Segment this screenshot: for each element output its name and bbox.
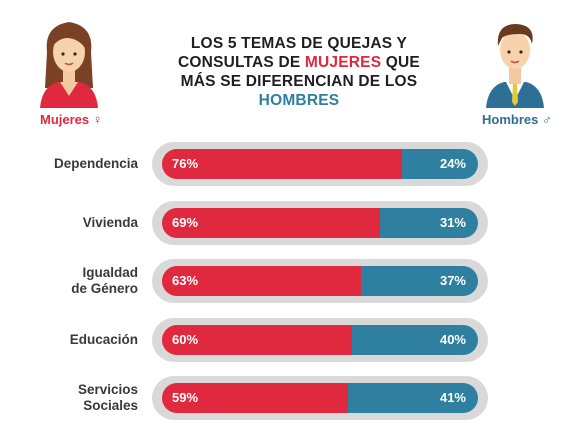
title-line-4: HOMBRES: [258, 92, 340, 109]
men-bar-segment: 37%: [361, 266, 478, 296]
men-value-label: 41%: [439, 390, 466, 405]
title-highlight-women: MUJERES: [304, 54, 382, 71]
category-label-line: Vivienda: [82, 214, 138, 230]
category-label: Servicios Sociales: [40, 382, 138, 414]
men-value-label: 37%: [439, 273, 466, 288]
title-line-2-post: QUE: [381, 54, 420, 71]
stacked-bar: 69% 31%: [162, 207, 478, 238]
category-label-line: Dependencia: [53, 156, 138, 171]
women-value-label: 63%: [172, 273, 199, 288]
stacked-bar: 60% 40%: [162, 324, 478, 355]
category-label-line: Igualdad: [82, 265, 138, 280]
title-line-2-pre: CONSULTAS DE: [178, 54, 305, 71]
category-label-line: de Género: [71, 281, 138, 296]
women-legend: Mujeres ♀: [40, 112, 103, 127]
women-bar-segment: 60%: [162, 324, 352, 355]
woman-avatar-icon: [40, 22, 98, 108]
stacked-bar: 59% 41%: [162, 383, 478, 413]
category-label: Educación: [40, 332, 138, 348]
men-legend: Hombres ♂: [482, 112, 552, 127]
women-bar-segment: 76%: [162, 149, 403, 179]
title-line-2: CONSULTAS DE MUJERES QUE: [170, 53, 428, 72]
title-line-1: LOS 5 TEMAS DE QUEJAS Y: [190, 35, 408, 52]
female-symbol-icon: ♀: [92, 112, 103, 127]
men-bar-segment: 41%: [348, 383, 478, 413]
chart-title: LOS 5 TEMAS DE QUEJAS Y CONSULTAS DE MUJ…: [170, 34, 428, 110]
category-label: Igualdad de Género: [40, 265, 138, 297]
men-bar-segment: 40%: [351, 324, 478, 355]
men-value-label: 40%: [439, 331, 466, 347]
women-value-label: 59%: [172, 390, 199, 405]
men-value-label: 24%: [439, 156, 466, 171]
man-avatar-icon: [486, 24, 544, 108]
women-bar-segment: 69%: [162, 207, 381, 238]
women-bar-segment: 63%: [162, 266, 362, 296]
men-bar-segment: 24%: [402, 149, 478, 179]
women-legend-label: Mujeres: [40, 112, 90, 127]
male-symbol-icon: ♂: [541, 112, 552, 127]
category-label-line: Servicios: [77, 382, 138, 397]
category-label: Dependencia: [40, 156, 138, 172]
men-value-label: 31%: [439, 214, 466, 230]
title-line-3: MÁS SE DIFERENCIAN DE LOS: [180, 73, 418, 90]
stacked-bar: 63% 37%: [162, 266, 478, 296]
women-value-label: 60%: [172, 331, 199, 347]
category-label: Vivienda: [40, 215, 138, 231]
category-label-line: Sociales: [83, 398, 138, 413]
women-value-label: 69%: [172, 214, 199, 230]
women-bar-segment: 59%: [162, 383, 349, 413]
women-value-label: 76%: [172, 156, 199, 171]
category-label-line: Educación: [69, 331, 138, 347]
stacked-bar: 76% 24%: [162, 149, 478, 179]
men-legend-label: Hombres: [482, 112, 539, 127]
men-bar-segment: 31%: [380, 207, 478, 238]
